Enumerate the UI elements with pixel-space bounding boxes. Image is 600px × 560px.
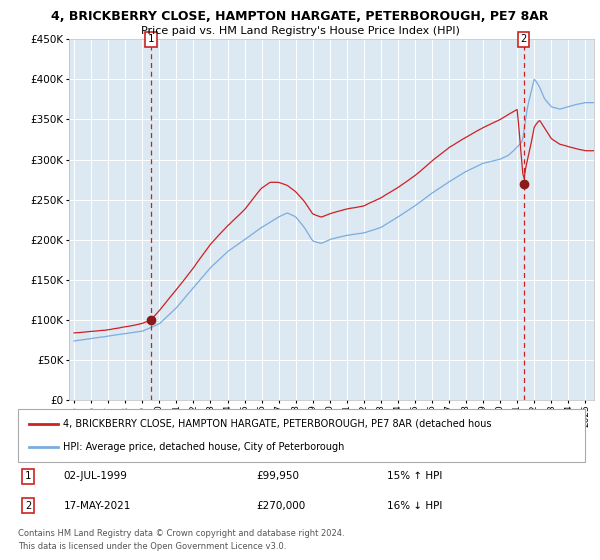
Text: 4, BRICKBERRY CLOSE, HAMPTON HARGATE, PETERBOROUGH, PE7 8AR: 4, BRICKBERRY CLOSE, HAMPTON HARGATE, PE…	[51, 10, 549, 22]
Text: 2: 2	[520, 34, 527, 44]
Text: 17-MAY-2021: 17-MAY-2021	[64, 501, 131, 511]
Text: 1: 1	[25, 471, 31, 481]
Text: This data is licensed under the Open Government Licence v3.0.: This data is licensed under the Open Gov…	[18, 542, 286, 551]
FancyBboxPatch shape	[18, 409, 585, 462]
Text: 2: 2	[25, 501, 31, 511]
Text: 1: 1	[148, 34, 154, 44]
Text: 15% ↑ HPI: 15% ↑ HPI	[386, 471, 442, 481]
Text: 02-JUL-1999: 02-JUL-1999	[64, 471, 127, 481]
Text: Contains HM Land Registry data © Crown copyright and database right 2024.: Contains HM Land Registry data © Crown c…	[18, 529, 344, 538]
Text: 16% ↓ HPI: 16% ↓ HPI	[386, 501, 442, 511]
Text: HPI: Average price, detached house, City of Peterborough: HPI: Average price, detached house, City…	[64, 442, 345, 452]
Text: 4, BRICKBERRY CLOSE, HAMPTON HARGATE, PETERBOROUGH, PE7 8AR (detached hous: 4, BRICKBERRY CLOSE, HAMPTON HARGATE, PE…	[64, 419, 492, 429]
Text: £99,950: £99,950	[256, 471, 299, 481]
Text: Price paid vs. HM Land Registry's House Price Index (HPI): Price paid vs. HM Land Registry's House …	[140, 26, 460, 36]
Text: £270,000: £270,000	[256, 501, 305, 511]
